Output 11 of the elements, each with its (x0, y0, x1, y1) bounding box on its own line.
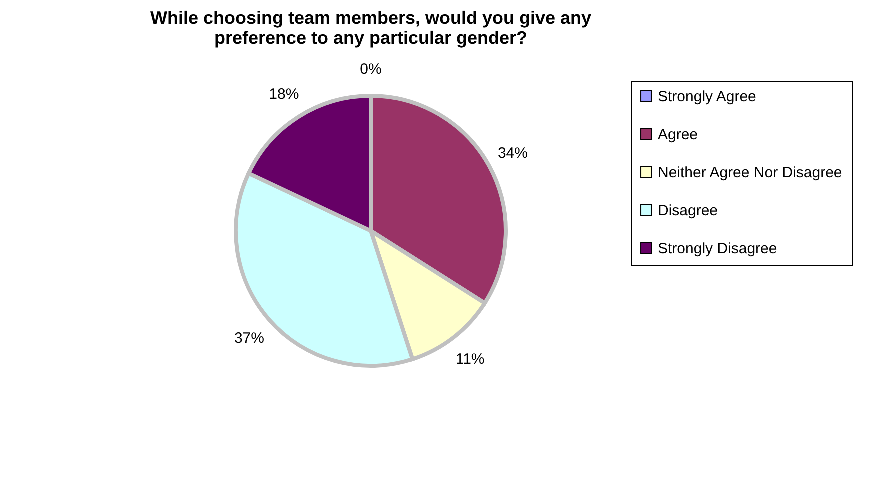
data-label: 11% (456, 351, 485, 368)
data-label: 34% (498, 144, 528, 162)
legend-label: Agree (658, 126, 698, 144)
legend-label: Strongly Disagree (658, 240, 778, 258)
text: 0% (360, 61, 382, 78)
legend-label: Neither Agree Nor Disagree (658, 164, 842, 182)
data-label: 18% (269, 86, 300, 104)
data-label: 37% (234, 330, 264, 348)
legend-label: Disagree (658, 202, 718, 220)
legend-label: Strongly Agree (658, 88, 756, 106)
chart-title: While choosing team members, would you give any preference to any particular gender? (150, 8, 592, 48)
